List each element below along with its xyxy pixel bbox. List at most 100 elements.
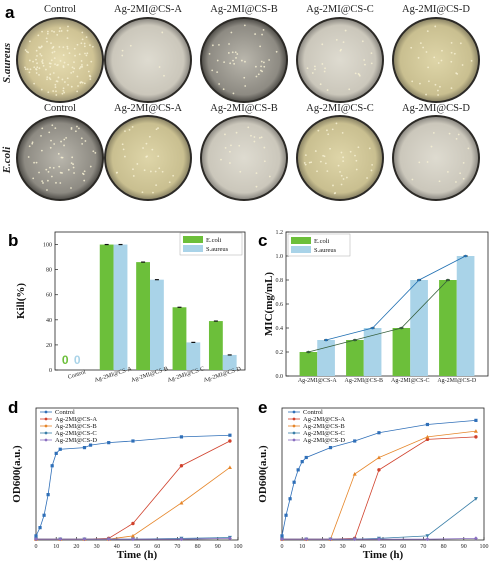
x-tick-label: 0	[35, 544, 38, 550]
data-point	[227, 465, 232, 469]
colony-dot	[358, 73, 361, 76]
data-point	[58, 537, 63, 542]
colony-dot	[60, 140, 62, 143]
row-label-saureus: S.aureus	[1, 43, 13, 83]
colony-dot	[58, 165, 61, 168]
y-tick-label: 20	[46, 343, 52, 349]
colony-dot	[50, 139, 52, 142]
colony-dot	[33, 66, 36, 69]
colony-dot	[321, 63, 324, 65]
colony-dot	[115, 171, 118, 174]
colony-dot	[335, 38, 338, 41]
colony-dot	[60, 30, 63, 32]
colony-dot	[158, 167, 161, 170]
data-point	[425, 434, 430, 439]
y-tick-label: 1.2	[276, 230, 284, 236]
colony-dot	[76, 90, 79, 93]
data-point	[300, 460, 304, 464]
colony-dot	[448, 132, 451, 135]
x-tick-label: Ag-2MI@CS-B	[344, 378, 383, 384]
colony-dot	[263, 65, 266, 68]
trend-point	[307, 350, 310, 354]
colony-dot	[450, 41, 453, 44]
petri-dish	[298, 117, 382, 199]
colony-dot	[56, 64, 59, 67]
legend-e: ControlAg-2MI@CS-AAg-2MI@CS-BAg-2MI@CS-C…	[288, 409, 345, 444]
colony-dot	[437, 94, 439, 96]
colony-dot	[462, 177, 465, 180]
colony-dot	[417, 56, 420, 59]
colony-dot	[48, 77, 51, 79]
trend-point	[324, 338, 328, 342]
colony-dot	[62, 46, 65, 49]
colony-dot	[319, 160, 322, 163]
colony-dot	[229, 162, 231, 164]
legend-marker	[292, 431, 296, 435]
data-point	[425, 422, 430, 427]
colony-dot	[235, 57, 237, 59]
colony-dot	[247, 126, 250, 129]
colony-dot	[260, 65, 262, 68]
colony-dot	[459, 42, 462, 45]
bar-c-1-0	[317, 340, 335, 376]
colony-dot	[453, 52, 456, 55]
x-tick-label: 90	[215, 544, 221, 550]
colony-dot	[222, 88, 225, 91]
data-point	[328, 537, 333, 542]
plate-column-label: Ag-2MI@CS-B	[210, 103, 277, 114]
colony-dot	[47, 179, 49, 182]
colony-dot	[66, 45, 69, 48]
colony-dot	[49, 73, 52, 76]
bar-c-0-2	[392, 328, 411, 376]
colony-dot	[46, 78, 48, 81]
colony-dot	[61, 92, 64, 95]
legend-marker	[44, 410, 48, 414]
x-tick-label: 40	[360, 544, 366, 550]
data-point	[352, 472, 357, 476]
colony-dot	[67, 25, 69, 28]
colony-dot	[257, 73, 260, 76]
colony-dot	[263, 160, 266, 163]
colony-dot	[155, 184, 158, 187]
colony-dot	[229, 150, 231, 153]
colony-dot	[35, 72, 38, 74]
colony-dot	[255, 172, 258, 175]
trend-point	[353, 338, 357, 342]
panel-letter: d	[8, 398, 18, 417]
x-tick-label: 20	[73, 544, 79, 550]
data-point	[284, 513, 288, 517]
x-tick-label: 60	[154, 544, 160, 550]
data-point	[474, 435, 478, 439]
bar-c-0-1	[346, 340, 364, 376]
colony-dot	[78, 67, 81, 70]
legend-entry: S.aureus	[206, 246, 229, 253]
colony-dot	[455, 181, 457, 183]
colony-dot	[84, 52, 86, 55]
bar-b-0-2	[136, 262, 150, 370]
legend-marker	[292, 438, 296, 442]
colony-dot	[260, 60, 263, 63]
data-point	[50, 464, 54, 468]
data-point	[179, 464, 184, 468]
colony-dot	[141, 191, 144, 194]
colony-dot	[324, 67, 326, 70]
colony-dot	[275, 50, 278, 53]
zero-value-label: 0	[74, 353, 81, 367]
bar-b-1-1	[113, 244, 128, 370]
data-point	[107, 441, 111, 445]
colony-dot	[35, 58, 37, 61]
data-point	[377, 468, 381, 472]
colony-dot	[82, 173, 85, 176]
colony-dot	[230, 144, 232, 147]
colony-dot	[255, 75, 258, 78]
colony-dot	[244, 85, 247, 87]
y-tick-label: 40	[46, 318, 52, 324]
colony-dot	[70, 162, 73, 165]
colony-dot	[323, 70, 326, 73]
legend-swatch	[183, 245, 203, 252]
colony-dot	[440, 59, 443, 62]
colony-dot	[35, 161, 38, 164]
colony-dot	[63, 61, 66, 64]
data-point	[130, 537, 135, 542]
plate-column-label: Ag-2MI@CS-B	[210, 4, 277, 15]
